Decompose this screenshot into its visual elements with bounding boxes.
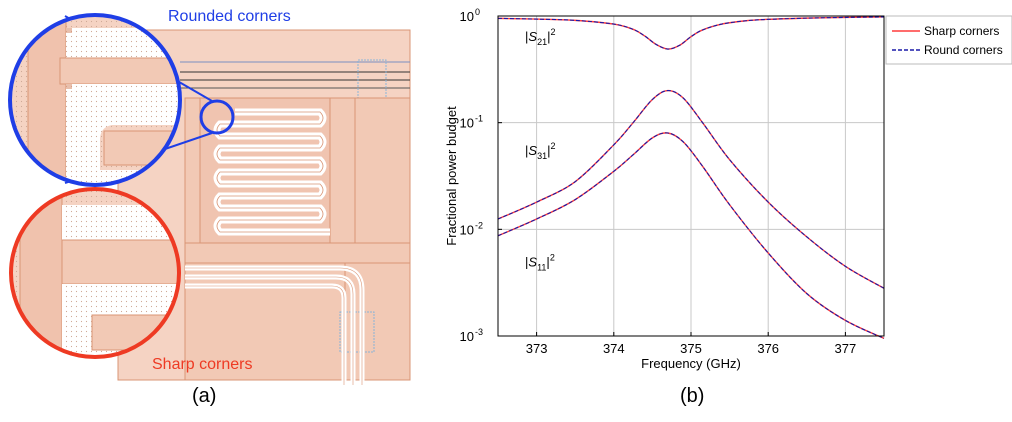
sharp-zoom-circle — [9, 187, 181, 359]
x-tick-label-3: 376 — [757, 341, 779, 356]
device-layout-illustration — [8, 13, 411, 385]
legend: Sharp corners Round corners — [885, 15, 1012, 65]
curve-annotations: |S21|2 |S31|2 |S11|2 — [525, 27, 555, 272]
zoom-region-circle — [199, 99, 235, 135]
y-tick-exponent-1: -2 — [475, 220, 483, 230]
curve-label-s31: |S31|2 — [525, 141, 555, 161]
y-tick-label-1: 10 — [460, 222, 474, 237]
x-tick-label-4: 377 — [835, 341, 857, 356]
sharp-corners-label: Sharp corners — [152, 356, 253, 373]
x-axis: 373 374 375 376 377 — [526, 332, 857, 356]
series-line-round-s11 — [497, 132, 885, 339]
y-tick-exponent-3: 0 — [475, 7, 480, 17]
curve-label-s11: |S11|2 — [525, 252, 555, 272]
panel-b-caption: (b) — [680, 385, 705, 407]
panel-a-caption: (a) — [192, 385, 217, 407]
legend-label-round: Round corners — [924, 43, 1003, 57]
x-axis-label: Frequency (GHz) — [641, 356, 741, 371]
y-tick-exponent-2: -1 — [475, 114, 483, 124]
x-tick-label-0: 373 — [526, 341, 548, 356]
panel-b: 373 374 375 376 377 10 -3 10 -2 10 -1 10 0 |S21|2 |S… — [430, 0, 1012, 417]
y-tick-label-2: 10 — [460, 116, 474, 131]
series-layer — [497, 16, 885, 340]
grid — [498, 15, 884, 337]
legend-label-sharp: Sharp corners — [924, 24, 999, 38]
rounded-corners-label: Rounded corners — [168, 8, 291, 25]
y-tick-exponent-0: -3 — [475, 327, 483, 337]
curve-label-s21: |S21|2 — [525, 27, 555, 47]
y-axis-label: Fractional power budget — [444, 106, 459, 246]
series-line-round-s21 — [497, 16, 885, 50]
x-tick-label-1: 374 — [603, 341, 625, 356]
y-tick-label-0: 10 — [460, 329, 474, 344]
rounded-zoom-circle — [8, 13, 182, 187]
series-line-round-s31 — [497, 90, 885, 289]
x-tick-label-2: 375 — [680, 341, 702, 356]
y-tick-label-3: 10 — [460, 9, 474, 24]
panel-a: Rounded corners Sharp corners (a) — [0, 0, 420, 417]
output-lines — [185, 265, 365, 385]
